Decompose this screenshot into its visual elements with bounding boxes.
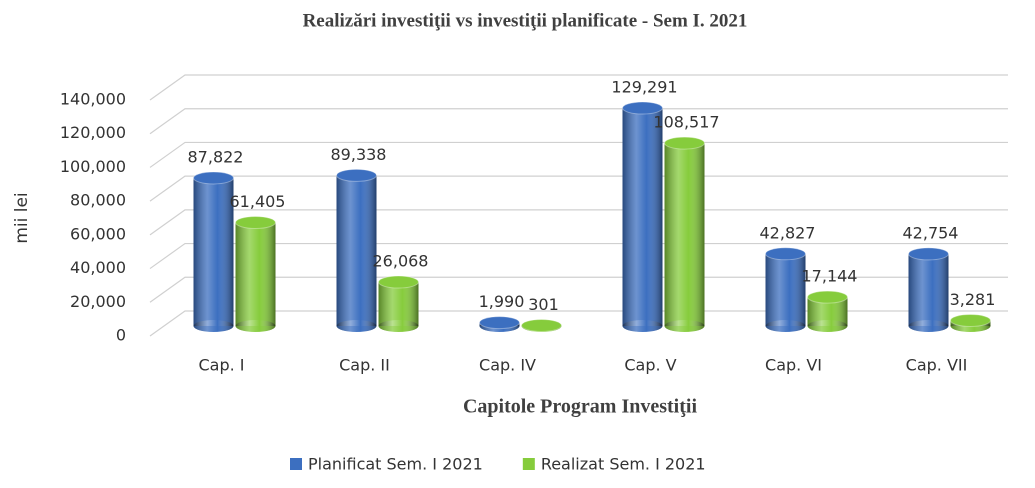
grid-line (149, 209, 1008, 236)
bar-group (622, 101, 663, 332)
bar-base-shade (193, 320, 234, 332)
data-label: 61,405 (230, 192, 286, 211)
bar-base-shade (664, 320, 705, 332)
bar-group (908, 247, 949, 332)
grid-line (149, 175, 1008, 202)
y-tick-label: 140,000 (60, 90, 126, 109)
y-tick-label: 120,000 (60, 123, 126, 142)
bar-top (664, 136, 705, 150)
x-tick-label: Cap. II (339, 356, 390, 375)
bar-shade (193, 177, 234, 326)
data-label: 301 (528, 295, 559, 314)
grid-line (149, 242, 1008, 270)
y-tick-label: 100,000 (60, 157, 126, 176)
grid-line (149, 74, 1008, 101)
bar-top (193, 171, 234, 185)
data-label: 26,068 (373, 252, 429, 271)
bar-shade (235, 222, 276, 326)
x-tick-label: Cap. I (198, 356, 244, 375)
bar-top (908, 247, 949, 261)
data-label: 108,517 (653, 113, 719, 132)
bar-shade (765, 253, 806, 326)
bar-base-shade (765, 320, 806, 332)
x-tick-label: Cap. VI (765, 356, 822, 375)
bar-group (193, 171, 234, 332)
bar-group (378, 275, 419, 332)
data-label: 3,281 (950, 290, 996, 309)
bar-group (664, 136, 705, 332)
data-label: 42,754 (903, 223, 959, 242)
x-tick-label: Cap. VII (906, 356, 968, 375)
bar-group (765, 247, 806, 332)
legend-label: Realizat Sem. I 2021 (541, 455, 706, 474)
bar-group (807, 290, 848, 332)
y-tick-label: 20,000 (70, 292, 126, 311)
y-tick-label: 0 (116, 326, 126, 345)
bar-top (521, 318, 562, 332)
bar-base-shade (378, 320, 419, 332)
grid-line (149, 141, 1008, 168)
grid-line (149, 310, 1008, 337)
data-label: 129,291 (611, 78, 677, 97)
bar-shade (336, 175, 377, 326)
x-axis-label: Capitole Program Investiţii (463, 396, 697, 418)
data-label: 89,338 (331, 145, 387, 164)
data-label: 87,822 (188, 147, 244, 166)
bar-group (950, 313, 991, 332)
legend-swatch (290, 458, 302, 470)
bar-base-shade (622, 320, 663, 332)
chart-title: Realizări investiţii vs investiţii plani… (303, 10, 748, 31)
bar-group (479, 316, 520, 332)
x-tick-label: Cap. V (624, 356, 676, 375)
legend-label: Planificat Sem. I 2021 (308, 455, 483, 474)
bar-top (622, 101, 663, 115)
legend-swatch (522, 458, 535, 470)
bar-top (807, 290, 848, 304)
bar-top (765, 247, 806, 261)
bar-base-shade (807, 320, 848, 332)
bar-top (950, 313, 991, 327)
data-label: 1,990 (479, 292, 525, 311)
data-label: 42,827 (760, 223, 816, 242)
data-label: 17,144 (802, 267, 858, 286)
bar-shade (908, 253, 949, 326)
bar-shade (622, 108, 663, 327)
grid-line (149, 276, 1008, 303)
bar-base-shade (235, 320, 276, 332)
y-tick-label: 60,000 (70, 224, 126, 243)
bar-top (336, 168, 377, 182)
bar-group (521, 318, 562, 332)
bar-top (378, 275, 419, 289)
bar-group (235, 215, 276, 332)
bar-base-shade (336, 320, 377, 332)
bar-group (336, 168, 377, 332)
x-tick-label: Cap. IV (479, 356, 536, 375)
y-axis-label: mii lei (12, 192, 32, 243)
bar-top (235, 215, 276, 229)
y-tick-label: 40,000 (70, 258, 126, 277)
bar-shade (378, 282, 419, 326)
bar-base-shade (908, 320, 949, 332)
grid-line (149, 108, 1008, 135)
bar-shade (664, 143, 705, 326)
y-tick-label: 80,000 (70, 191, 126, 210)
bar-top (479, 316, 520, 330)
